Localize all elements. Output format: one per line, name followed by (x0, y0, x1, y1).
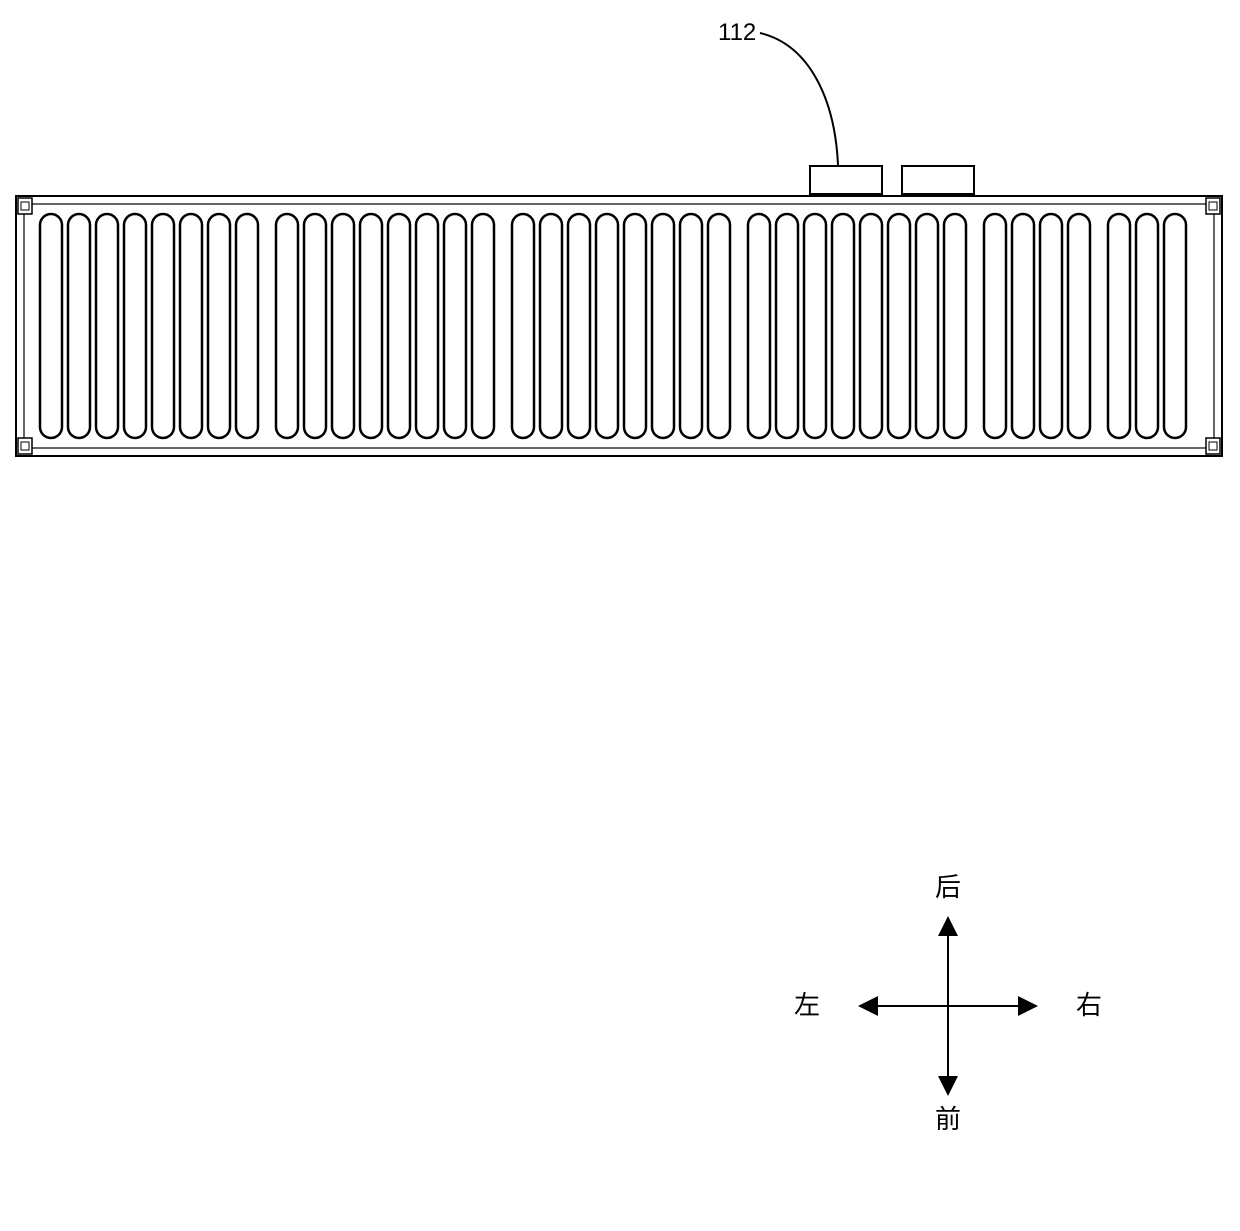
figure-svg: 112 后前 左 右 (0, 0, 1240, 1226)
compass-label: 右 (1076, 990, 1102, 1020)
compass-label: 左 (794, 990, 820, 1020)
corner-casting (1206, 438, 1220, 454)
leader-line (760, 33, 838, 165)
reference-numeral: 112 (718, 19, 756, 46)
rooftop-unit (810, 166, 882, 194)
compass-label: 前 (935, 1104, 961, 1134)
corner-casting (18, 198, 32, 214)
figure-stage: 112 后前 左 右 (0, 0, 1240, 1226)
corner-casting (18, 438, 32, 454)
compass-label: 后 (935, 872, 961, 902)
rooftop-unit (902, 166, 974, 194)
corner-casting (1206, 198, 1220, 214)
